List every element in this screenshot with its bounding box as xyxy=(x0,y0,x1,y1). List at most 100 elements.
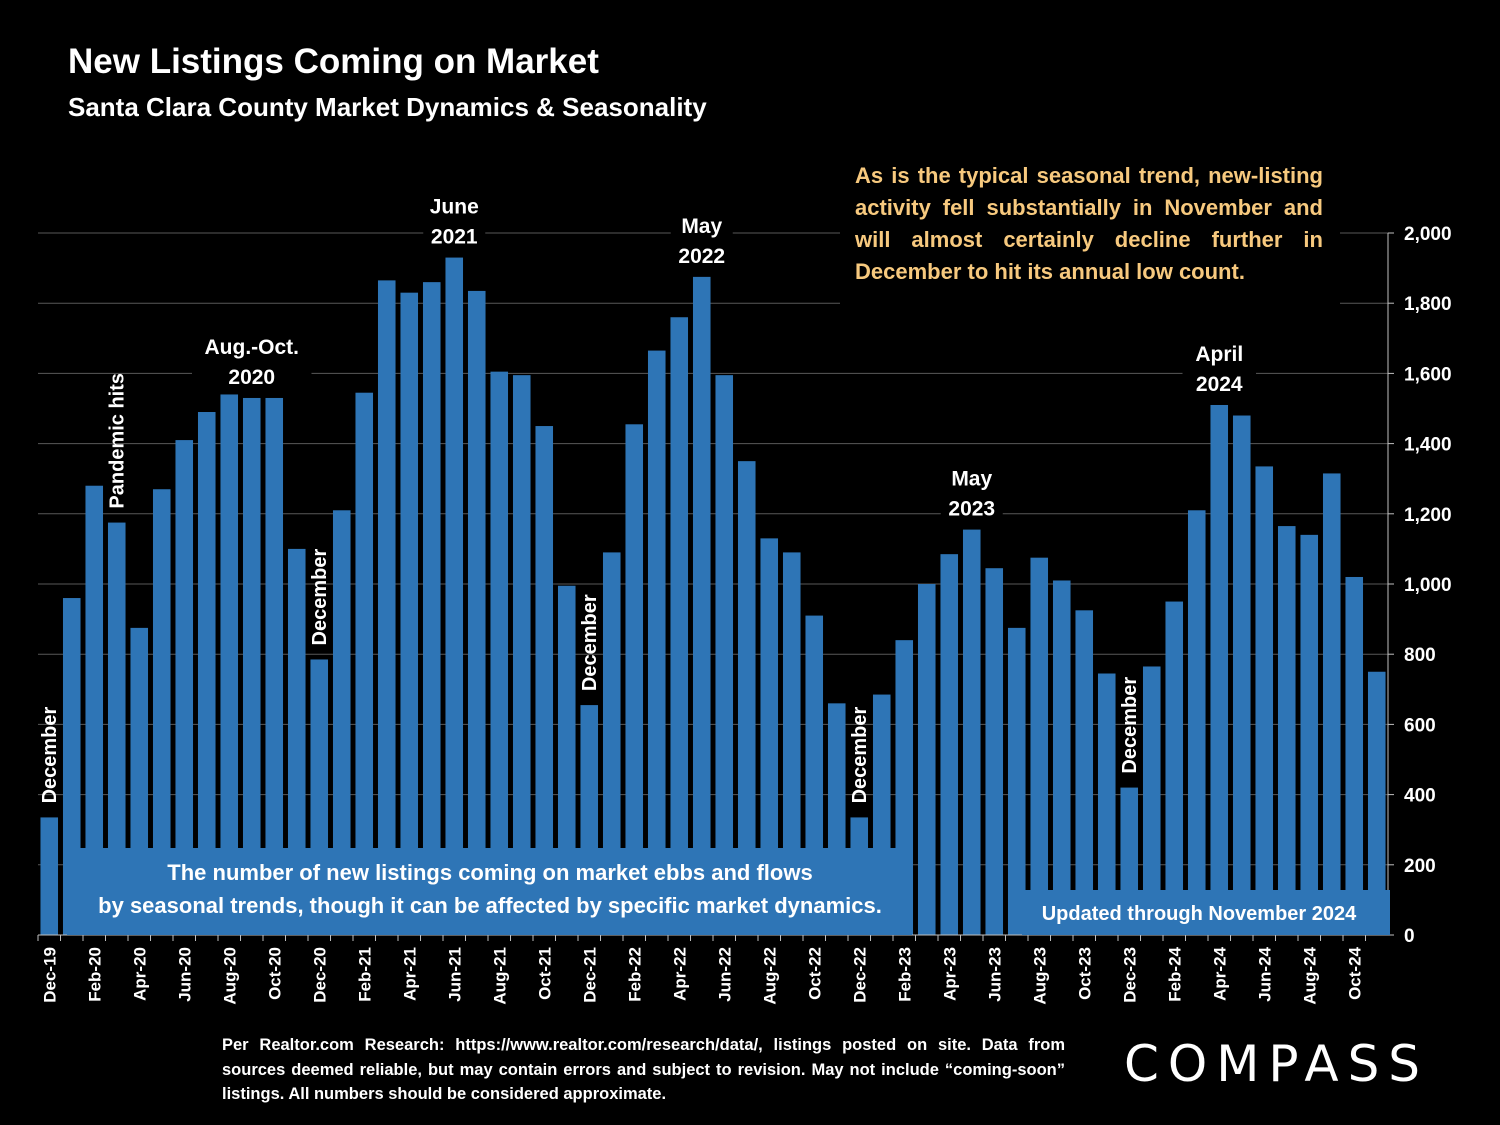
x-tick-label: Dec-21 xyxy=(580,947,599,1003)
bar xyxy=(1210,404,1229,935)
annotation-label: December xyxy=(39,706,61,803)
bar xyxy=(377,280,396,935)
annotation-label: May xyxy=(951,468,992,491)
annotation-background xyxy=(940,461,1003,526)
bar xyxy=(242,397,261,936)
bar xyxy=(1345,576,1364,935)
bar-chart: 0 200 400 600 800 1,000 1,200 1,400 1,600 1,800 2,… xyxy=(37,160,1452,1005)
annotation-label: 2023 xyxy=(948,498,995,521)
x-tick-label: Feb-21 xyxy=(355,947,374,1002)
bar xyxy=(1255,466,1274,935)
bar xyxy=(175,440,194,935)
bar xyxy=(715,375,734,935)
page-subtitle: Santa Clara County Market Dynamics & Sea… xyxy=(68,92,707,122)
y-tick-label: 1,800 xyxy=(1404,294,1452,315)
bar xyxy=(670,317,689,935)
bar xyxy=(1052,580,1071,935)
info-box xyxy=(67,848,912,935)
x-tick-label: Apr-22 xyxy=(670,947,689,1001)
y-tick-label: 1,600 xyxy=(1404,364,1452,385)
y-axis-ticks: 0 200 400 600 800 1,000 1,200 1,400 1,600 1,800 2,… xyxy=(1387,224,1452,947)
x-axis-ticks: Dec-19 Feb-20 Apr-20 Jun-20 Aug-20 Oct-20 Dec-… xyxy=(37,934,1388,1005)
x-tick-label: Oct-20 xyxy=(265,947,284,1000)
annotation-label: Aug.-Oct. xyxy=(205,336,300,359)
bar xyxy=(445,257,464,935)
x-tick-label: Oct-23 xyxy=(1075,947,1094,1000)
bar xyxy=(1142,666,1161,935)
text-boxes: The number of new listings coming on mar… xyxy=(67,848,1390,935)
x-tick-label: Aug-24 xyxy=(1300,946,1319,1004)
annotation-background xyxy=(192,329,312,394)
updated-badge-text: Updated through November 2024 xyxy=(1042,903,1357,925)
annotation-label: December xyxy=(579,594,601,691)
annotation-label: December xyxy=(849,706,871,803)
bars xyxy=(40,257,1386,936)
bar xyxy=(287,548,306,935)
y-tick-label: 1,200 xyxy=(1404,505,1452,526)
x-tick-label: Jun-24 xyxy=(1255,946,1274,1001)
x-tick-label: Dec-22 xyxy=(850,947,869,1003)
y-tick-label: 400 xyxy=(1404,786,1436,807)
bar xyxy=(40,817,59,935)
annotation-label: December xyxy=(309,549,331,646)
annotation-label: December xyxy=(1119,677,1141,774)
annotation-label: May xyxy=(681,215,722,238)
bar xyxy=(782,552,801,935)
annotation-label: 2021 xyxy=(431,226,478,249)
bar xyxy=(265,397,284,936)
bar xyxy=(422,282,441,935)
bar xyxy=(1187,510,1206,935)
bar xyxy=(400,292,419,935)
x-tick-label: Jun-21 xyxy=(445,947,464,1002)
x-tick-label: Apr-20 xyxy=(130,947,149,1001)
y-tick-label: 0 xyxy=(1404,926,1415,947)
note-background xyxy=(840,160,1340,325)
bar xyxy=(1277,526,1296,935)
y-tick-label: 1,400 xyxy=(1404,435,1452,456)
x-tick-label: Jun-20 xyxy=(175,947,194,1002)
bar xyxy=(467,290,486,935)
x-tick-label: Apr-23 xyxy=(940,947,959,1001)
bar xyxy=(1030,557,1049,935)
bar xyxy=(985,568,1004,935)
bar xyxy=(647,350,666,936)
y-tick-label: 600 xyxy=(1404,715,1436,736)
x-tick-label: Oct-22 xyxy=(805,947,824,1000)
bar xyxy=(1300,534,1319,935)
annotation-background xyxy=(670,208,733,273)
annotation-label: 2024 xyxy=(1196,373,1243,396)
annotation-label: 2020 xyxy=(228,366,275,389)
bar xyxy=(737,461,756,935)
bar xyxy=(602,552,621,935)
x-tick-label: Feb-20 xyxy=(85,947,104,1002)
x-tick-label: Feb-22 xyxy=(625,947,644,1002)
x-tick-label: Jun-22 xyxy=(715,947,734,1002)
bar xyxy=(625,424,644,935)
y-tick-label: 800 xyxy=(1404,645,1436,666)
bar xyxy=(107,522,126,935)
bar xyxy=(1367,671,1386,935)
x-tick-label: Dec-19 xyxy=(40,947,59,1003)
y-tick-label: 1,000 xyxy=(1404,575,1452,596)
gridlines xyxy=(38,232,1388,866)
compass-logo: COMPASS xyxy=(1124,1035,1430,1093)
bar xyxy=(1165,601,1184,935)
bar xyxy=(1007,627,1026,935)
x-tick-label: Dec-23 xyxy=(1120,947,1139,1003)
updated-badge xyxy=(1022,890,1390,935)
bar xyxy=(535,426,554,935)
bar xyxy=(490,371,509,935)
bar xyxy=(1322,473,1341,935)
annotation-background xyxy=(423,189,486,254)
bar xyxy=(1232,415,1251,935)
y-tick-label: 200 xyxy=(1404,856,1436,877)
x-tick-label: Aug-20 xyxy=(220,947,239,1005)
annotations: December Pandemic hits Aug.-Oct. 2020 Decemb… xyxy=(39,160,1340,803)
bar xyxy=(940,554,959,935)
bar xyxy=(917,584,936,935)
bar xyxy=(557,585,576,935)
bar xyxy=(512,375,531,935)
source-footnote: Per Realtor.com Research: https://www.re… xyxy=(222,1036,1065,1103)
seasonal-note: As is the typical seasonal trend, new-li… xyxy=(855,163,1323,284)
annotation-label: 2022 xyxy=(678,245,725,268)
